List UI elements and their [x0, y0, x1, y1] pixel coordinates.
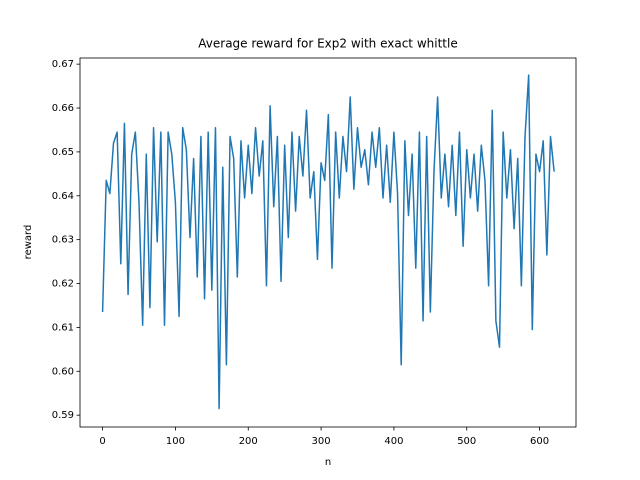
y-tick-label: 0.59 — [52, 410, 74, 421]
x-axis-label: n — [325, 457, 331, 468]
x-tick-label: 400 — [384, 436, 403, 447]
x-tick-label: 100 — [166, 436, 185, 447]
plot-frame — [79, 57, 577, 428]
line-series — [101, 74, 555, 410]
y-tick-label: 0.60 — [52, 366, 74, 377]
y-tick-label: 0.67 — [52, 59, 74, 70]
x-tick-label: 300 — [312, 436, 331, 447]
y-tick-label: 0.64 — [52, 191, 74, 202]
x-tick-label: 500 — [457, 436, 476, 447]
y-tick-label: 0.65 — [52, 147, 74, 158]
x-tick-label: 200 — [239, 436, 258, 447]
y-tick-label: 0.61 — [52, 322, 74, 333]
x-tick-label: 600 — [530, 436, 549, 447]
chart-title: Average reward for Exp2 with exact whitt… — [198, 37, 457, 51]
x-tick-label: 0 — [99, 436, 105, 447]
y-tick-label: 0.66 — [52, 103, 74, 114]
y-axis-label: reward — [23, 225, 34, 260]
y-tick-label: 0.62 — [52, 279, 74, 290]
y-tick-label: 0.63 — [52, 235, 74, 246]
